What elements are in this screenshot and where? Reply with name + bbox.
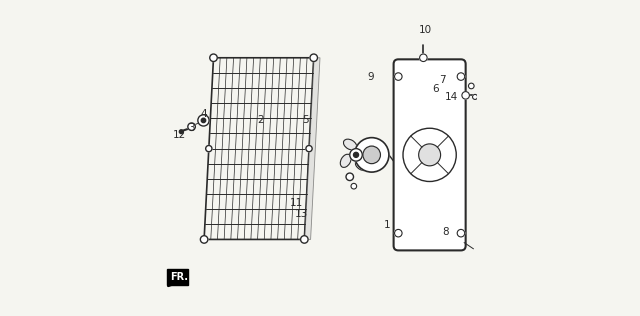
- Circle shape: [468, 83, 474, 89]
- Text: 3: 3: [188, 123, 195, 133]
- Circle shape: [403, 128, 456, 181]
- FancyBboxPatch shape: [394, 59, 466, 250]
- Circle shape: [306, 145, 312, 152]
- Text: 7: 7: [440, 75, 446, 85]
- Text: 13: 13: [295, 210, 308, 219]
- Text: 11: 11: [290, 198, 303, 209]
- Polygon shape: [168, 269, 188, 285]
- Circle shape: [310, 54, 317, 62]
- Text: 9: 9: [368, 71, 374, 82]
- Text: 14: 14: [445, 92, 458, 102]
- Circle shape: [301, 236, 308, 243]
- Text: 6: 6: [433, 84, 439, 94]
- Text: 1: 1: [384, 220, 390, 230]
- Circle shape: [355, 138, 389, 172]
- Text: 2: 2: [257, 115, 264, 125]
- Text: 5: 5: [303, 115, 309, 125]
- Ellipse shape: [344, 139, 356, 150]
- Circle shape: [179, 130, 183, 134]
- Circle shape: [198, 115, 209, 126]
- Circle shape: [462, 92, 469, 99]
- Circle shape: [420, 54, 427, 62]
- Circle shape: [457, 73, 465, 80]
- Ellipse shape: [361, 142, 372, 155]
- Text: 12: 12: [172, 130, 186, 139]
- Text: 8: 8: [442, 227, 449, 237]
- Circle shape: [419, 144, 440, 166]
- Circle shape: [200, 236, 208, 243]
- Circle shape: [202, 118, 205, 123]
- Circle shape: [188, 123, 195, 131]
- Ellipse shape: [355, 160, 369, 171]
- Text: 10: 10: [419, 25, 431, 34]
- Circle shape: [353, 152, 358, 157]
- Circle shape: [205, 145, 212, 152]
- Circle shape: [472, 94, 477, 100]
- Text: FR.: FR.: [170, 272, 188, 282]
- Ellipse shape: [340, 154, 351, 167]
- Polygon shape: [305, 58, 320, 240]
- Circle shape: [346, 173, 353, 180]
- Circle shape: [210, 54, 217, 62]
- Circle shape: [351, 183, 356, 189]
- Circle shape: [394, 73, 402, 80]
- Circle shape: [363, 146, 380, 164]
- Circle shape: [457, 229, 465, 237]
- Circle shape: [349, 149, 362, 161]
- Text: 4: 4: [201, 109, 207, 119]
- Circle shape: [394, 229, 402, 237]
